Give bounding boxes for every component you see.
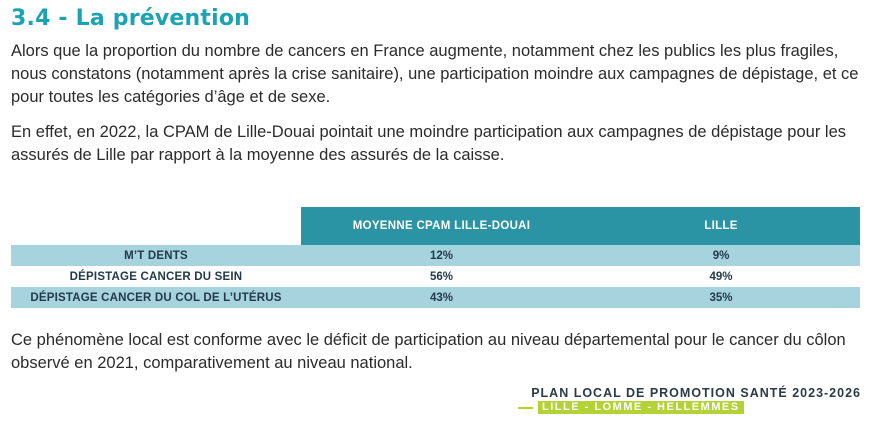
table-row: DÉPISTAGE CANCER DU COL DE L’UTÉRUS 43% … (11, 287, 860, 308)
header-lille: LILLE (582, 207, 860, 245)
cpam-value: 12% (429, 249, 454, 262)
cpam-value: 56% (429, 270, 454, 283)
row-label: DÉPISTAGE CANCER DU COL DE L’UTÉRUS (30, 291, 282, 304)
table-row: DÉPISTAGE CANCER DU SEIN 56% 49% (11, 266, 860, 287)
table-row: M’T DENTS 12% 9% (11, 245, 860, 266)
footer-subtitle: LILLE - LOMME - HELLEMMES (538, 401, 744, 414)
cpam-paragraph: En effet, en 2022, la CPAM de Lille-Doua… (11, 123, 846, 164)
footer-title: PLAN LOCAL DE PROMOTION SANTÉ 2023-2026 (531, 386, 861, 400)
table-header: MOYENNE CPAM LILLE-DOUAI LILLE (11, 207, 860, 245)
header-cpam: MOYENNE CPAM LILLE-DOUAI (301, 207, 582, 245)
row-label: M’T DENTS (124, 249, 188, 262)
conclusion-paragraph: Ce phénomène local est conforme avec le … (11, 331, 846, 372)
footer-accent-line (518, 406, 533, 409)
lille-value: 49% (709, 270, 733, 283)
section-title: 3.4 - La prévention (11, 6, 251, 31)
footer: PLAN LOCAL DE PROMOTION SANTÉ 2023-2026 … (518, 386, 861, 414)
row-label: DÉPISTAGE CANCER DU SEIN (69, 270, 243, 283)
intro-paragraph: Alors que la proportion du nombre de can… (11, 42, 859, 106)
lille-value: 35% (709, 291, 733, 304)
lille-value: 9% (712, 249, 730, 262)
participation-table: MOYENNE CPAM LILLE-DOUAI LILLE M’T DENTS… (11, 207, 860, 308)
cpam-value: 43% (429, 291, 454, 304)
